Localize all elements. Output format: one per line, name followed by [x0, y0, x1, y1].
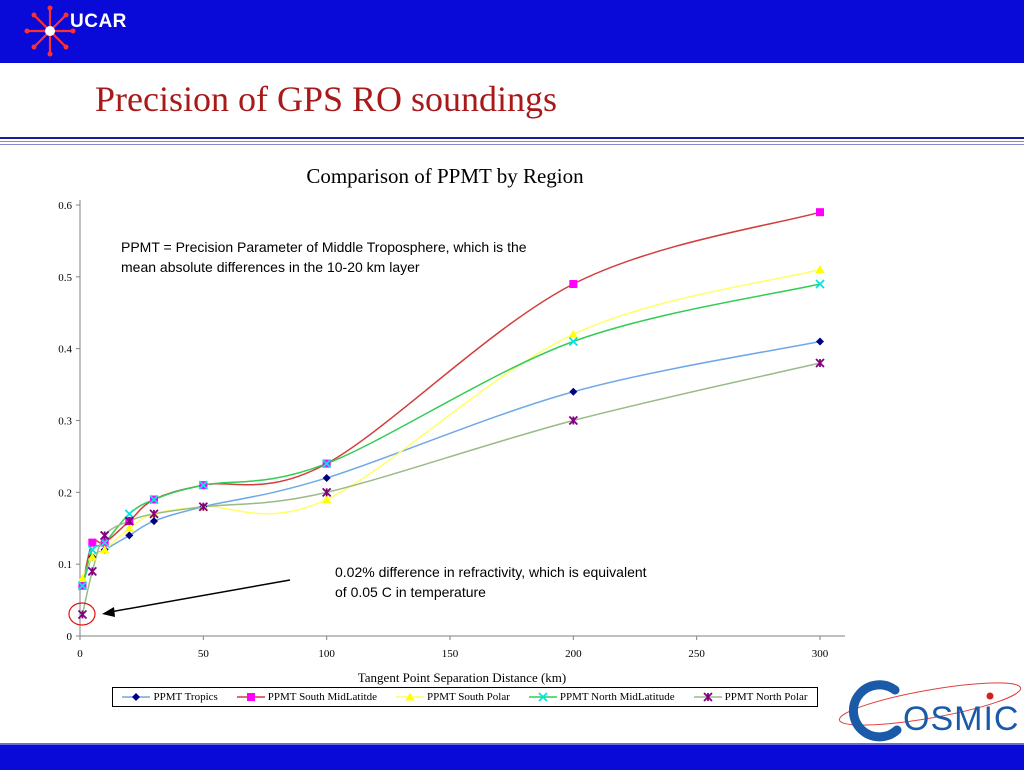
legend-item: PPMT South Polar: [395, 691, 510, 703]
data-point-4: [77, 609, 88, 620]
series-line-3: [81, 283, 821, 586]
data-point-2: [815, 265, 825, 274]
y-tick-label: 0.4: [58, 344, 72, 356]
data-point-3: [77, 581, 88, 591]
data-point-4: [124, 516, 134, 526]
x-tick-label: 50: [198, 648, 210, 660]
data-point-3: [815, 279, 825, 289]
title-rule: [0, 144, 1024, 145]
y-tick-label: 0.2: [58, 487, 72, 499]
data-point-3: [568, 336, 578, 347]
title-rule: [0, 141, 1024, 142]
data-point-1: [816, 208, 824, 217]
data-point-4: [322, 487, 332, 497]
data-point-3: [149, 494, 159, 505]
data-point-4: [198, 502, 208, 512]
legend-item: PPMT North MidLatitude: [528, 691, 675, 703]
data-point-2: [87, 552, 97, 561]
annotation-arrow: [109, 579, 291, 613]
ppmt-definition-note: PPMT = Precision Parameter of Middle Tro…: [121, 239, 527, 275]
y-tick-label: 0.1: [58, 559, 72, 571]
legend-label: PPMT South Polar: [426, 691, 510, 703]
data-point-0: [150, 517, 158, 526]
cosmic-logo-icon: OSMIC: [838, 680, 1022, 742]
data-point-0: [322, 473, 331, 482]
legend-swatch-icon: [395, 692, 424, 701]
legend-marker: [405, 692, 415, 701]
data-point-4: [100, 530, 110, 541]
footer-band: [0, 743, 1024, 770]
chart-title: Comparison of PPMT by Region: [306, 164, 584, 188]
legend-swatch-icon: [122, 693, 151, 701]
data-point-0: [569, 387, 578, 396]
y-tick-label: 0.5: [58, 272, 72, 284]
refractivity-note: 0.02% difference in refractivity, which …: [335, 564, 647, 600]
y-tick-label: 0.6: [58, 200, 72, 212]
data-point-0: [816, 337, 824, 346]
data-point-4: [815, 358, 825, 368]
brand-logo-text: UCAR: [70, 11, 127, 32]
legend-swatch-icon: [693, 692, 722, 702]
data-point-3: [100, 537, 110, 548]
legend-label: PPMT North Polar: [724, 691, 808, 703]
y-tick-label: 0: [67, 631, 73, 643]
ucar-star-icon: [24, 5, 76, 57]
x-tick-label: 150: [442, 648, 459, 660]
data-point-2: [100, 545, 110, 554]
legend-marker: [702, 692, 713, 702]
series-line-2: [81, 268, 821, 579]
legend-swatch-icon: [236, 693, 265, 701]
legend-item: PPMT Tropics: [122, 691, 218, 703]
data-point-2: [322, 495, 332, 504]
legend-swatch-icon: [528, 692, 557, 702]
data-point-4: [568, 415, 578, 426]
legend-marker: [132, 693, 141, 701]
x-tick-label: 300: [812, 648, 829, 660]
data-point-2: [568, 329, 578, 338]
slide-title: Precision of GPS RO soundings: [95, 79, 558, 119]
x-axis-label: Tangent Point Separation Distance (km): [358, 670, 566, 685]
data-point-3: [124, 509, 134, 519]
data-point-3: [87, 545, 97, 555]
legend-marker: [246, 693, 255, 701]
legend-item: PPMT South MidLatitde: [236, 691, 377, 703]
data-point-4: [149, 509, 159, 519]
cosmic-logo-text: OSMIC: [903, 700, 1019, 738]
x-tick-label: 250: [688, 648, 705, 660]
legend-label: PPMT South MidLatitde: [267, 691, 377, 703]
data-point-1: [88, 538, 97, 547]
data-point-3: [198, 480, 208, 490]
x-tick-label: 200: [565, 648, 582, 660]
highlight-circle: [68, 602, 96, 626]
series-line-0: [81, 340, 821, 586]
data-point-1: [569, 280, 578, 289]
y-tick-label: 0.3: [58, 416, 72, 428]
title-rule: [0, 137, 1024, 139]
legend-marker: [538, 692, 548, 702]
axes: 0 0.1 0.2 0.3 0.4 0.5 0.6 0 50 100 150 200 250 300: [58, 200, 845, 660]
chart-legend: PPMT Tropics PPMT South MidLatitde PPMT So…: [112, 687, 818, 707]
arrow-head: [102, 607, 115, 617]
data-point-0: [125, 531, 134, 540]
series-markers: [77, 208, 825, 620]
data-point-4: [87, 566, 97, 576]
legend-label: PPMT Tropics: [153, 691, 218, 703]
data-point-2: [77, 574, 87, 583]
legend-item: PPMT North Polar: [693, 691, 808, 703]
legend-label: PPMT North MidLatitude: [559, 691, 675, 703]
x-tick-label: 0: [77, 648, 83, 660]
header-band: [0, 0, 1024, 63]
data-point-2: [124, 523, 134, 532]
data-point-3: [322, 458, 332, 469]
x-tick-label: 100: [318, 648, 335, 660]
